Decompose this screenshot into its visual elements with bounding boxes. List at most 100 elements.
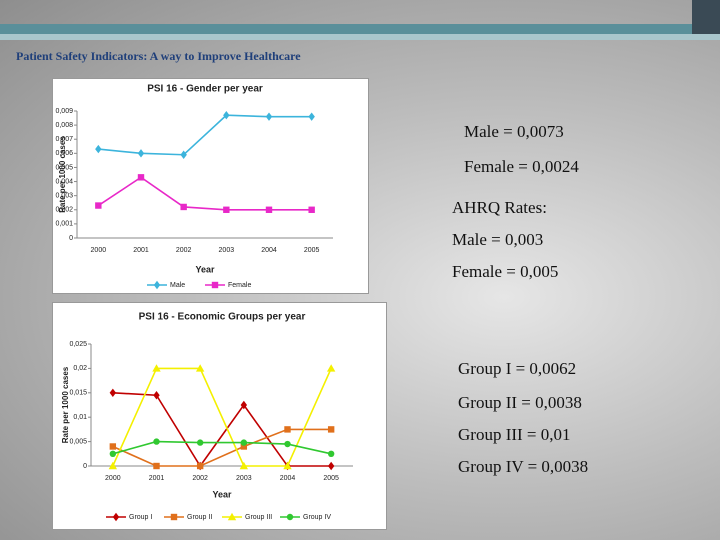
x-tick-label: 2005 [304, 247, 320, 254]
legend-label: Group I [129, 514, 152, 521]
x-tick-label: 2000 [91, 247, 107, 254]
series-line [112, 428, 332, 467]
point [308, 206, 315, 213]
top-band [0, 24, 720, 34]
y-tick-label: 0 [83, 463, 87, 470]
y-tick-label: 0,005 [69, 438, 87, 445]
legend-label: Group II [187, 514, 212, 521]
y-tick-label: 0,025 [69, 341, 87, 348]
point [240, 400, 248, 410]
point [153, 391, 160, 400]
point [153, 462, 160, 470]
point [95, 202, 102, 209]
y-tick-label: 0,015 [69, 390, 87, 397]
point [308, 112, 315, 121]
note: Male = 0,0073 [464, 122, 564, 141]
point [265, 206, 273, 213]
point [152, 364, 161, 372]
point [112, 512, 120, 522]
series-line [112, 367, 332, 467]
point [196, 462, 204, 470]
point [283, 461, 292, 470]
y-tick-label: 0,002 [55, 207, 73, 214]
point [286, 513, 294, 521]
y-tick-label: 0 [69, 235, 73, 242]
note: Group IV = 0,0038 [458, 457, 589, 476]
x-tick-label: 2001 [149, 475, 165, 482]
y-tick-label: 0,008 [55, 122, 73, 129]
point [240, 443, 248, 450]
y-axis-label: Rate per 1000 cases [58, 136, 67, 213]
point [284, 426, 291, 433]
point [109, 450, 117, 457]
x-tick-label: 2001 [133, 247, 149, 254]
point [109, 443, 117, 450]
chart: PSI 16 - Gender per year Rate per 1000 ca… [52, 78, 369, 294]
header-title: Patient Safety Indicators: A way to Impr… [16, 49, 301, 63]
point [95, 144, 102, 154]
point [327, 426, 335, 433]
note: Female = 0,005 [452, 262, 559, 281]
y-tick-label: 0,01 [73, 414, 87, 421]
x-axis-label: Year [212, 489, 232, 499]
y-tick-label: 0,007 [55, 136, 73, 143]
x-tick-label: 2005 [323, 475, 339, 482]
point [196, 439, 204, 446]
series-line [98, 114, 312, 156]
series-line [97, 176, 312, 211]
point [211, 281, 219, 289]
y-tick-label: 0,001 [55, 221, 73, 228]
point [265, 112, 273, 121]
point [153, 438, 160, 445]
note: Male = 0,003 [452, 230, 544, 249]
chart-title: PSI 16 - Gender per year [147, 84, 263, 95]
point [227, 512, 237, 521]
y-tick-label: 0,009 [55, 108, 73, 115]
series-line [112, 392, 332, 468]
point [240, 439, 248, 446]
legend-label: Female [228, 282, 251, 289]
point [284, 440, 291, 448]
point [137, 149, 145, 158]
note: Group II = 0,0038 [458, 393, 582, 412]
point [137, 174, 145, 181]
point [109, 388, 117, 397]
y-tick-label: 0,003 [55, 193, 73, 200]
y-axis-label: Rate per 1000 cases [61, 366, 70, 443]
point [195, 364, 205, 372]
point [108, 461, 118, 470]
point [223, 111, 230, 120]
point [223, 206, 230, 213]
y-tick-label: 0,004 [55, 178, 73, 185]
point [180, 150, 187, 159]
legend-label: Group III [245, 514, 272, 521]
x-tick-label: 2003 [219, 247, 235, 254]
note: Female = 0,0024 [464, 157, 579, 176]
x-tick-label: 2004 [280, 475, 296, 482]
point [170, 513, 178, 521]
x-tick-label: 2000 [105, 475, 121, 482]
x-tick-label: 2002 [192, 475, 208, 482]
corner-box [692, 0, 720, 34]
legend-label: Male [170, 282, 185, 289]
x-tick-label: 2003 [236, 475, 252, 482]
x-axis-label: Year [195, 264, 215, 274]
point [153, 280, 161, 290]
point [180, 203, 187, 211]
note: Group III = 0,01 [458, 425, 571, 444]
y-tick-label: 0,006 [55, 150, 73, 157]
x-tick-label: 2002 [176, 247, 192, 254]
legend-label: Group IV [303, 514, 331, 521]
y-tick-label: 0,02 [73, 365, 87, 372]
note: Group I = 0,0062 [458, 359, 577, 378]
top-band-light [0, 34, 720, 40]
y-tick-label: 0,005 [55, 164, 73, 171]
x-tick-label: 2004 [261, 247, 277, 254]
series-line [112, 440, 332, 455]
point [327, 450, 335, 457]
point [327, 461, 335, 471]
chart-title: PSI 16 - Economic Groups per year [139, 312, 306, 323]
chart: PSI 16 - Economic Groups per year Rate pe… [52, 302, 387, 530]
point [239, 461, 249, 470]
